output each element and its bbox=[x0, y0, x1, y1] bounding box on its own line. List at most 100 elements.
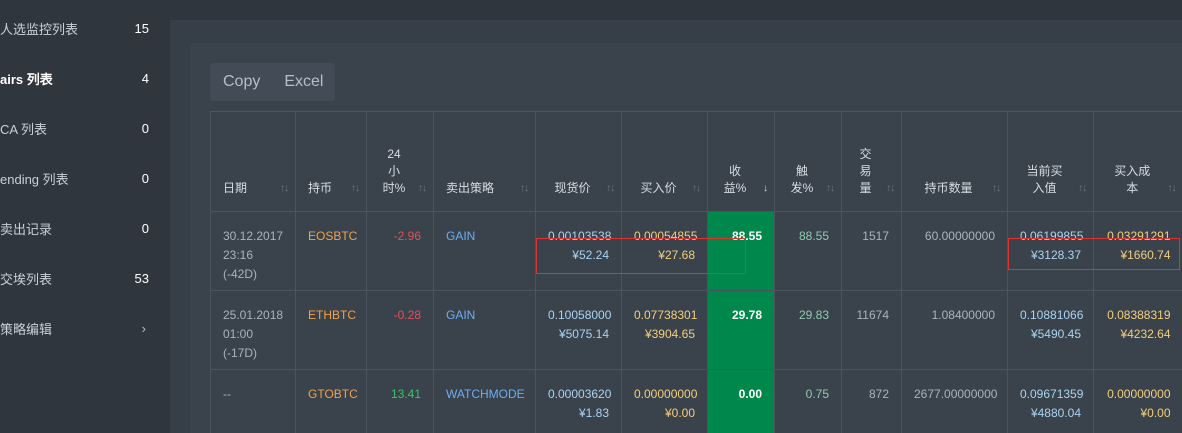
pairs-table-wrap: 日期 ↑↓ 持币 ↑↓ 24 小 时% ↑↓ 卖出策略 ↑↓ 现货价 ↑↓ 买入价 ↑↓ 收… bbox=[210, 111, 1182, 433]
cost-cny: ¥1660.74 bbox=[1120, 247, 1171, 262]
cell-cost: 0.08388319 ¥4232.64 bbox=[1093, 290, 1182, 370]
top-gap bbox=[170, 0, 1182, 20]
sidebar-item-count: 4 bbox=[141, 71, 149, 86]
cell-amount: 2677.00000000 bbox=[901, 369, 1008, 433]
buy-btc: 0.00054855 bbox=[634, 228, 698, 243]
cost-btc: 0.00000000 bbox=[1107, 386, 1171, 401]
column-header-label: 持币数量 bbox=[924, 180, 973, 195]
sidebar-item-trade-list[interactable]: 交埃列表 53 bbox=[0, 269, 170, 319]
table-header-row: 日期 ↑↓ 持币 ↑↓ 24 小 时% ↑↓ 卖出策略 ↑↓ 现货价 ↑↓ 买入价 ↑↓ 收… bbox=[210, 112, 1182, 212]
column-header-trigger[interactable]: 触 发% ↑↓ bbox=[774, 112, 842, 212]
export-button-group: Copy Excel bbox=[210, 63, 336, 101]
column-header-spot-price[interactable]: 现货价 ↑↓ bbox=[535, 112, 622, 212]
sort-icon: ↑↓ bbox=[992, 182, 1001, 194]
cell-coin[interactable]: ETHBTC bbox=[295, 290, 367, 370]
cost-cny: ¥0.00 bbox=[1140, 405, 1171, 420]
excel-button[interactable]: Excel bbox=[284, 73, 324, 90]
cell-volume: 1517 bbox=[841, 211, 902, 291]
table-row[interactable]: -- GTOBTC 13.41 WATCHMODE 0.00003620 ¥1.8… bbox=[210, 369, 1182, 433]
sidebar-item-count: 0 bbox=[141, 171, 149, 186]
sidebar-item-pending-list[interactable]: ending 列表 0 bbox=[0, 169, 170, 219]
cost-cny: ¥4232.64 bbox=[1120, 326, 1171, 341]
sidebar-item-label: CA 列表 bbox=[0, 122, 47, 137]
column-header-coin[interactable]: 持币 ↑↓ bbox=[295, 112, 367, 212]
cell-buy-price: 0.07738301 ¥3904.65 bbox=[621, 290, 708, 370]
buy-btc: 0.07738301 bbox=[634, 307, 698, 322]
column-header-date[interactable]: 日期 ↑↓ bbox=[210, 112, 296, 212]
sort-icon: ↑↓ bbox=[418, 182, 427, 194]
cell-buy-price: 0.00054855 ¥27.68 bbox=[621, 211, 708, 291]
cell-spot-price: 0.10058000 ¥5075.14 bbox=[535, 290, 622, 370]
sort-icon: ↑↓ bbox=[692, 182, 701, 194]
sidebar-item-label: ending 列表 bbox=[0, 172, 69, 187]
sort-icon: ↑↓ bbox=[1078, 182, 1087, 194]
spot-btc: 0.00003620 bbox=[548, 386, 612, 401]
sidebar-item-pairs-list[interactable]: airs 列表 4 bbox=[0, 69, 170, 119]
column-header-volume[interactable]: 交 易 量 ↑↓ bbox=[841, 112, 902, 212]
cell-strategy[interactable]: GAIN bbox=[433, 211, 536, 291]
cell-cost: 0.03291291 ¥1660.74 bbox=[1093, 211, 1182, 291]
sidebar-item-watch-list[interactable]: 人选监控列表 15 bbox=[0, 19, 170, 69]
sidebar-item-label: airs 列表 bbox=[0, 72, 53, 87]
cell-date: -- bbox=[210, 369, 296, 433]
column-header-24h-change[interactable]: 24 小 时% ↑↓ bbox=[366, 112, 434, 212]
sort-icon: ↑↓ bbox=[606, 182, 615, 194]
column-header-label: 24 小 时% bbox=[382, 146, 406, 195]
spot-btc: 0.00103538 bbox=[548, 228, 612, 243]
column-header-buy-price[interactable]: 买入价 ↑↓ bbox=[621, 112, 708, 212]
cell-trigger: 29.83 bbox=[774, 290, 842, 370]
column-header-label: 买入成 本 bbox=[1114, 163, 1151, 195]
column-header-label: 持币 bbox=[308, 180, 333, 195]
sidebar-item-strategy-editor[interactable]: 策略编辑 › bbox=[0, 319, 170, 369]
cell-date: 30.12.2017 23:16 (-42D) bbox=[210, 211, 296, 291]
table-row[interactable]: 30.12.2017 23:16 (-42D) EOSBTC -2.96 GAI… bbox=[210, 211, 1182, 291]
sidebar-item-label: 交埃列表 bbox=[0, 272, 53, 287]
cell-spot-price: 0.00103538 ¥52.24 bbox=[535, 211, 622, 291]
sort-icon: ↑↓ bbox=[280, 182, 289, 194]
sidebar-item-label: 策略编辑 bbox=[0, 322, 53, 337]
cell-trigger: 88.55 bbox=[774, 211, 842, 291]
column-header-sell-strategy[interactable]: 卖出策略 ↑↓ bbox=[433, 112, 536, 212]
cell-24h-change: -2.96 bbox=[366, 211, 434, 291]
cell-cost: 0.00000000 ¥0.00 bbox=[1093, 369, 1182, 433]
sidebar-item-count: 0 bbox=[141, 121, 149, 136]
cell-strategy[interactable]: WATCHMODE bbox=[433, 369, 536, 433]
sort-icon: ↑↓ bbox=[1167, 182, 1177, 194]
sort-desc-icon: ↓ bbox=[763, 182, 768, 194]
cell-volume: 872 bbox=[841, 369, 902, 433]
cell-profit: 29.78 bbox=[707, 290, 775, 370]
current-value-cny: ¥5490.45 bbox=[1030, 326, 1081, 341]
cell-coin[interactable]: GTOBTC bbox=[295, 369, 367, 433]
copy-button[interactable]: Copy bbox=[223, 73, 261, 90]
column-header-cost[interactable]: 买入成 本 ↑↓ bbox=[1093, 112, 1182, 212]
buy-cny: ¥27.68 bbox=[658, 247, 695, 262]
sidebar-item-label: 人选监控列表 bbox=[0, 22, 79, 37]
current-value-cny: ¥4880.04 bbox=[1030, 405, 1081, 420]
cell-strategy[interactable]: GAIN bbox=[433, 290, 536, 370]
buy-cny: ¥3904.65 bbox=[644, 326, 695, 341]
cell-coin[interactable]: EOSBTC bbox=[295, 211, 367, 291]
sort-icon: ↑↓ bbox=[351, 182, 360, 194]
sidebar-item-sell-log[interactable]: 卖出记录 0 bbox=[0, 219, 170, 269]
column-header-label: 现货价 bbox=[554, 180, 591, 195]
sort-icon: ↑↓ bbox=[826, 182, 835, 194]
cell-24h-change: -0.28 bbox=[366, 290, 434, 370]
column-header-amount[interactable]: 持币数量 ↑↓ bbox=[901, 112, 1008, 212]
column-header-profit[interactable]: 收 益% ↓ bbox=[707, 112, 775, 212]
cell-date: 25.01.2018 01:00 (-17D) bbox=[210, 290, 296, 370]
current-value-btc: 0.09671359 bbox=[1020, 386, 1084, 401]
cell-amount: 60.00000000 bbox=[901, 211, 1008, 291]
cell-trigger: 0.75 bbox=[774, 369, 842, 433]
sidebar-item-count: 53 bbox=[134, 271, 149, 286]
table-row[interactable]: 25.01.2018 01:00 (-17D) ETHBTC -0.28 GAI… bbox=[210, 290, 1182, 370]
column-header-current-value[interactable]: 当前买 入值 ↑↓ bbox=[1007, 112, 1094, 212]
pairs-table: 日期 ↑↓ 持币 ↑↓ 24 小 时% ↑↓ 卖出策略 ↑↓ 现货价 ↑↓ 买入价 ↑↓ 收… bbox=[210, 112, 1182, 433]
column-header-label: 触 发% bbox=[790, 163, 814, 195]
sidebar-item-count: 15 bbox=[134, 21, 149, 36]
cell-24h-change: 13.41 bbox=[366, 369, 434, 433]
current-value-cny: ¥3128.37 bbox=[1030, 247, 1081, 262]
column-header-label: 当前买 入值 bbox=[1026, 163, 1063, 195]
spot-cny: ¥5075.14 bbox=[558, 326, 609, 341]
sidebar-item-dca-list[interactable]: CA 列表 0 bbox=[0, 119, 170, 169]
current-value-btc: 0.06199855 bbox=[1020, 228, 1084, 243]
